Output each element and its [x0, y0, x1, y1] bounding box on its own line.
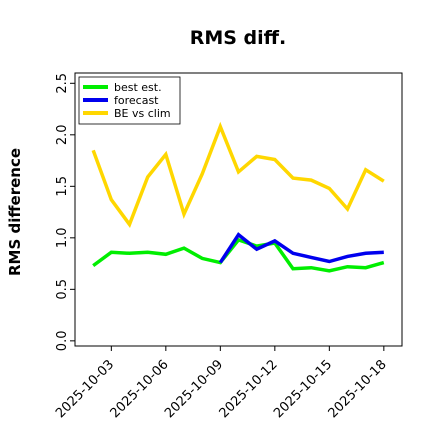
- y-tick-label: 1.5: [55, 176, 70, 197]
- series-line-best-est-: [92, 237, 385, 273]
- legend-label: best est.: [114, 81, 162, 94]
- series-line-be-vs-clim: [91, 121, 385, 229]
- chart-title: RMS diff.: [190, 27, 287, 49]
- legend-label: BE vs clim: [114, 107, 171, 120]
- y-tick-label: 0.0: [55, 331, 70, 352]
- y-tick-label: 2.0: [55, 124, 70, 145]
- series-line-forecast: [218, 232, 384, 264]
- y-tick-label: 2.5: [55, 73, 70, 94]
- y-axis: 0.0 0.5 1.0 1.5 2.0 2.5: [55, 73, 75, 351]
- plot-frame: [74, 72, 403, 347]
- x-axis: 2025-10-032025-10-062025-10-092025-10-12…: [53, 346, 390, 421]
- legend-label: forecast: [114, 94, 159, 107]
- y-tick-label: 0.5: [55, 279, 70, 300]
- x-tick-label: 2025-10-18: [326, 357, 390, 421]
- y-axis-label: RMS difference: [6, 148, 24, 276]
- series-lines: [91, 121, 385, 273]
- y-tick-label: 1.0: [55, 227, 70, 248]
